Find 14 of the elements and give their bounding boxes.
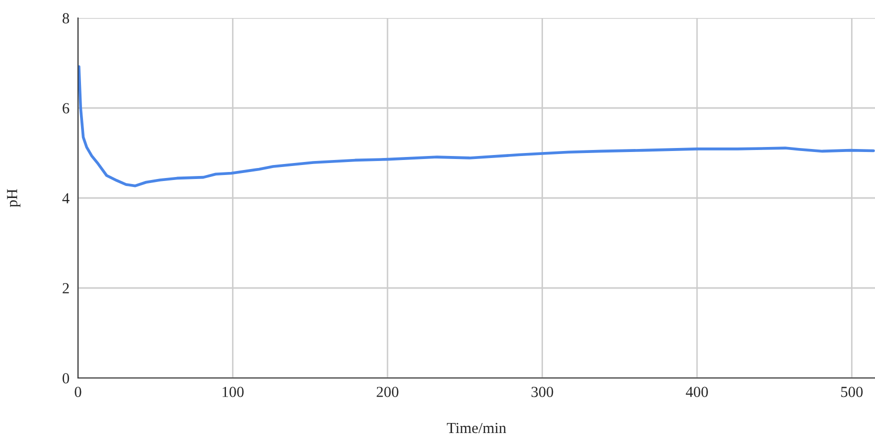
x-axis-title: Time/min: [446, 422, 506, 434]
x-tick-label: 0: [74, 386, 82, 398]
line-series: [78, 65, 875, 188]
x-tick-label: 100: [222, 386, 244, 398]
y-axis-title: pH: [7, 189, 20, 208]
y-tick-label: 0: [62, 373, 70, 384]
x-tick-label: 200: [376, 386, 398, 398]
y-tick-label: 2: [62, 283, 69, 294]
x-tick-label: 500: [841, 386, 863, 398]
y-tick-label: 6: [62, 103, 70, 114]
y-tick-label: 8: [62, 13, 70, 24]
y-tick-label: 4: [62, 193, 70, 204]
x-tick-label: 400: [686, 386, 708, 398]
x-tick-label: 300: [532, 386, 554, 398]
